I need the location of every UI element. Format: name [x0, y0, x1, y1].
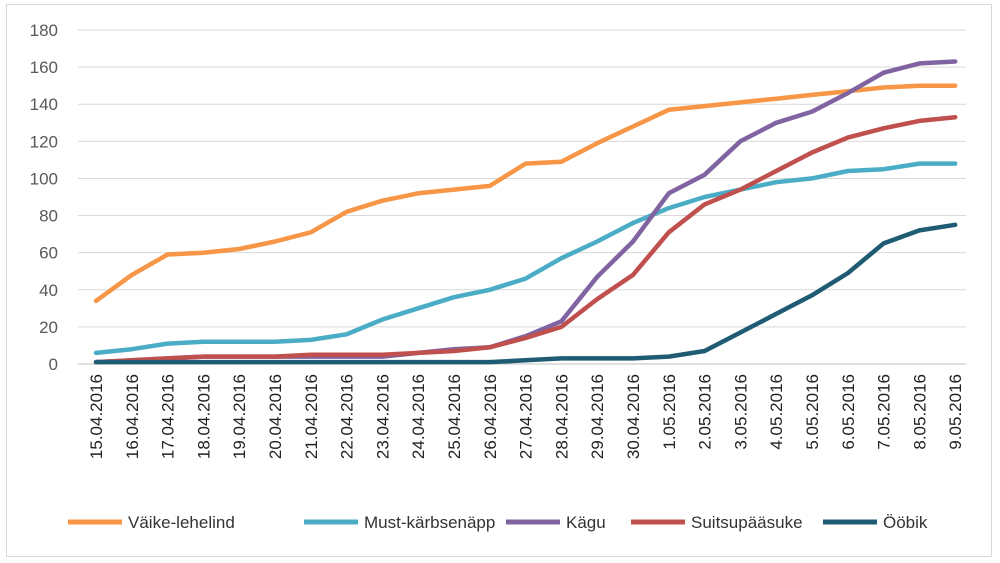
x-tick-label: 7.05.2016: [875, 374, 894, 450]
x-tick-label: 18.04.2016: [194, 374, 213, 459]
y-tick-label: 80: [39, 207, 58, 226]
x-tick-label: 30.04.2016: [624, 374, 643, 459]
x-tick-label: 16.04.2016: [123, 374, 142, 459]
series-line-3: [93, 114, 958, 365]
y-tick-label: 180: [30, 21, 58, 40]
x-tick-label: 9.05.2016: [946, 374, 965, 450]
x-axis-ticks: 15.04.2016 16.04.2016 17.04.2016 18.04.2016…: [87, 374, 965, 459]
y-tick-label: 0: [49, 355, 58, 374]
y-tick-label: 120: [30, 132, 58, 151]
legend-label: Must-kärbsenäpp: [364, 513, 495, 532]
x-tick-label: 28.04.2016: [552, 374, 571, 459]
x-tick-label: 25.04.2016: [445, 374, 464, 459]
y-tick-label: 20: [39, 318, 58, 337]
y-tick-label: 160: [30, 58, 58, 77]
x-tick-label: 3.05.2016: [731, 374, 750, 450]
legend: Väike-lehelind Must-kärbsenäpp Kägu Suitsup…: [68, 513, 928, 532]
legend-label: Väike-lehelind: [128, 513, 235, 532]
x-tick-label: 8.05.2016: [910, 374, 929, 450]
y-tick-label: 100: [30, 169, 58, 188]
x-tick-label: 4.05.2016: [767, 374, 786, 450]
x-tick-label: 24.04.2016: [409, 374, 428, 459]
x-tick-label: 29.04.2016: [588, 374, 607, 459]
legend-label: Ööbik: [883, 513, 928, 532]
x-tick-label: 23.04.2016: [373, 374, 392, 459]
y-tick-label: 60: [39, 244, 58, 263]
series-line-0: [93, 83, 958, 304]
series-line-2: [93, 59, 958, 365]
x-tick-label: 26.04.2016: [481, 374, 500, 459]
gridlines: [78, 29, 966, 365]
y-axis-ticks: 0 20 40 60 80 100 120 140 160 180: [30, 21, 58, 374]
x-tick-label: 21.04.2016: [302, 374, 321, 459]
chart-frame: [6, 4, 992, 557]
series-line-1: [93, 161, 958, 356]
series-lines: [93, 59, 958, 365]
x-tick-label: 17.04.2016: [159, 374, 178, 459]
x-tick-label: 6.05.2016: [839, 374, 858, 450]
x-tick-label: 15.04.2016: [87, 374, 106, 459]
y-tick-label: 140: [30, 95, 58, 114]
x-tick-label: 2.05.2016: [696, 374, 715, 450]
y-tick-label: 40: [39, 281, 58, 300]
x-tick-label: 27.04.2016: [517, 374, 536, 459]
legend-label: Suitsupääsuke: [691, 513, 803, 532]
x-tick-label: 1.05.2016: [660, 374, 679, 450]
x-tick-label: 19.04.2016: [230, 374, 249, 459]
legend-label: Kägu: [566, 513, 606, 532]
x-tick-label: 20.04.2016: [266, 374, 285, 459]
series-line-4: [93, 222, 958, 365]
x-tick-label: 22.04.2016: [338, 374, 357, 459]
x-tick-label: 5.05.2016: [803, 374, 822, 450]
